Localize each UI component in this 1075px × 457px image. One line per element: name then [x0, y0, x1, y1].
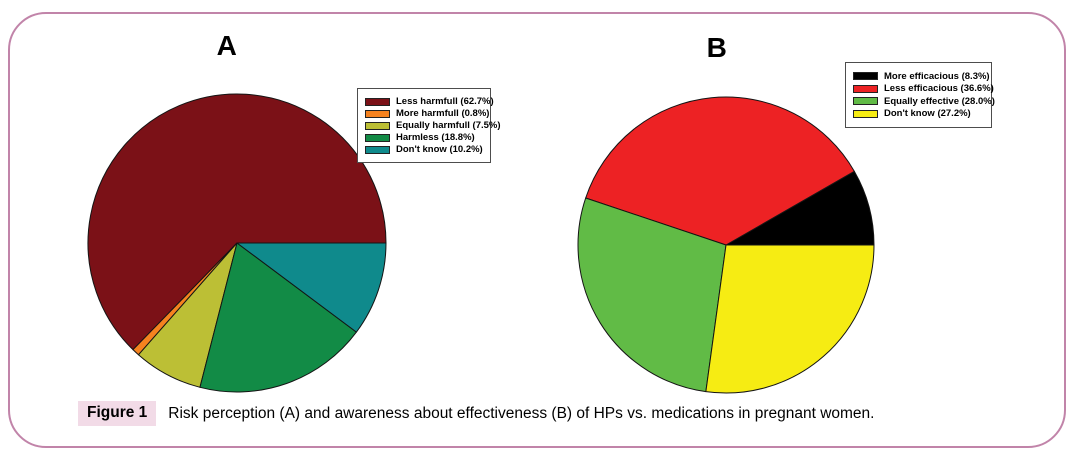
pie-slice-less-harmfull — [87, 93, 387, 351]
pie-slice-harmless — [199, 242, 357, 393]
legend-item: Less efficacious (36.6%) — [853, 83, 994, 94]
chart-a-title: A — [216, 30, 238, 61]
figure-caption-label: Figure 1 — [78, 401, 157, 426]
legend-item-label: Less efficacious (36.6%) — [884, 83, 994, 94]
legend-swatch-icon — [365, 121, 390, 130]
legend-item-label: Don't know (10.2%) — [396, 144, 483, 155]
legend-swatch-icon — [365, 97, 390, 106]
legend-swatch-icon — [365, 133, 390, 142]
legend-item: More efficacious (8.3%) — [853, 71, 990, 82]
legend-swatch-icon — [365, 109, 390, 118]
legend-item: Harmless (18.8%) — [365, 132, 482, 143]
legend-item: Equally effective (28.0%) — [853, 96, 995, 107]
pie-slice-don-t-know — [236, 242, 387, 333]
legend-item: Less harmfull (62.7%) — [365, 96, 494, 107]
legend-swatch-icon — [853, 72, 878, 80]
legend-item-label: Harmless (18.8%) — [396, 132, 475, 143]
legend-item-label: Less harmfull (62.7%) — [396, 96, 494, 107]
legend-swatch-icon — [853, 109, 878, 118]
legend-item-label: Equally harmfull (7.5%) — [396, 120, 501, 131]
pie-chart-a — [87, 93, 387, 393]
pie-chart-b — [577, 96, 875, 394]
legend-swatch-icon — [365, 145, 390, 154]
legend-item: Don't know (10.2%) — [365, 144, 483, 155]
figure-caption: Figure 1 Risk perception (A) and awarene… — [78, 401, 874, 426]
legend-a: Less harmfull (62.7%) More harmfull (0.8%… — [357, 88, 501, 163]
figure-caption-text: Risk perception (A) and awareness about … — [168, 404, 875, 422]
legend-swatch-icon — [853, 97, 878, 105]
legend-b: More efficacious (8.3%) Less efficacious … — [845, 62, 995, 128]
legend-item: More harmfull (0.8%) — [365, 108, 489, 119]
legend-item: Don't know (27.2%) — [853, 108, 983, 119]
figure-border-frame — [8, 12, 1066, 448]
chart-b-title: B — [706, 32, 728, 63]
pie-slice-don-t-know — [705, 244, 875, 394]
legend-item-label: More harmfull (0.8%) — [396, 108, 490, 119]
pie-slice-less-efficacious — [585, 96, 855, 246]
legend-swatch-icon — [853, 84, 878, 93]
pie-slice-equally-effective — [577, 197, 727, 393]
legend-item-label: Don't know (27.2%) — [884, 108, 971, 119]
legend-item: Equally harmfull (7.5%) — [365, 120, 501, 131]
legend-item-label: More efficacious (8.3%) — [884, 70, 990, 82]
legend-item-label: Equally effective (28.0%) — [884, 95, 995, 107]
